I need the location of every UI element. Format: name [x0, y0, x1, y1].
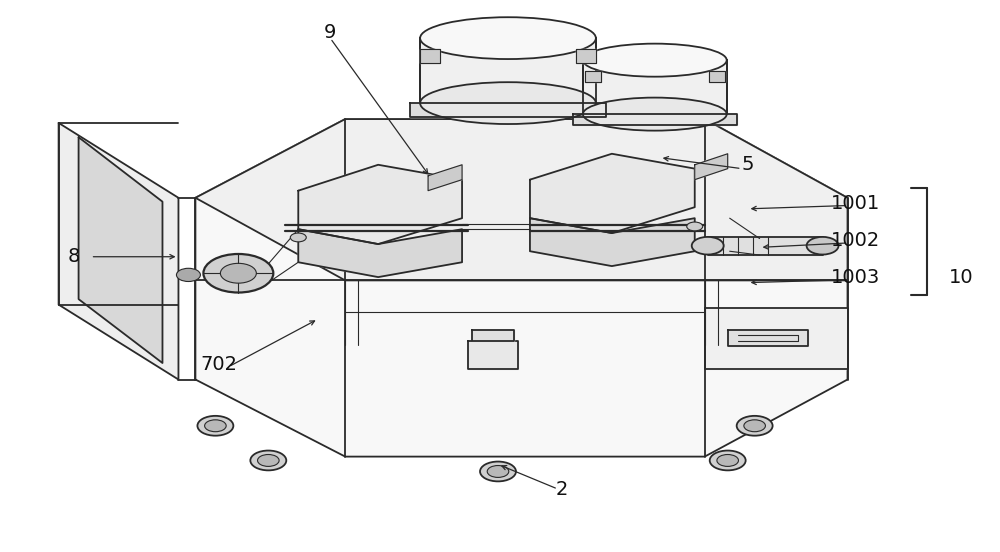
Polygon shape: [530, 218, 695, 266]
Text: 702: 702: [200, 354, 237, 374]
Polygon shape: [298, 165, 462, 244]
Polygon shape: [530, 154, 695, 233]
Circle shape: [203, 254, 273, 293]
Polygon shape: [573, 114, 737, 125]
Circle shape: [176, 268, 200, 282]
Polygon shape: [195, 119, 848, 457]
Ellipse shape: [583, 98, 727, 131]
Polygon shape: [59, 123, 178, 380]
Circle shape: [197, 416, 233, 436]
Circle shape: [258, 454, 279, 466]
Circle shape: [717, 454, 738, 466]
Polygon shape: [472, 330, 514, 341]
Circle shape: [487, 465, 509, 477]
Polygon shape: [576, 49, 596, 63]
Polygon shape: [585, 71, 601, 82]
Ellipse shape: [420, 17, 596, 59]
Polygon shape: [79, 137, 162, 363]
Circle shape: [737, 416, 773, 436]
Polygon shape: [420, 49, 440, 63]
Ellipse shape: [583, 44, 727, 77]
Polygon shape: [428, 165, 462, 190]
Text: 1001: 1001: [831, 194, 880, 213]
Text: 8: 8: [67, 247, 80, 266]
FancyBboxPatch shape: [420, 38, 596, 103]
Text: 9: 9: [324, 23, 336, 42]
Polygon shape: [728, 330, 808, 347]
Polygon shape: [709, 71, 725, 82]
Polygon shape: [708, 237, 823, 254]
Ellipse shape: [692, 237, 724, 254]
Text: 2: 2: [556, 480, 568, 498]
Polygon shape: [298, 229, 462, 277]
Text: 1003: 1003: [831, 268, 880, 286]
Polygon shape: [468, 341, 518, 369]
Circle shape: [205, 420, 226, 432]
Circle shape: [290, 233, 306, 242]
Polygon shape: [410, 103, 606, 117]
Circle shape: [250, 450, 286, 470]
Text: 5: 5: [741, 155, 754, 174]
Circle shape: [480, 461, 516, 481]
Text: 10: 10: [949, 268, 974, 287]
Circle shape: [220, 263, 256, 283]
Polygon shape: [195, 119, 848, 280]
FancyBboxPatch shape: [583, 60, 727, 114]
Polygon shape: [695, 154, 728, 179]
Circle shape: [687, 222, 703, 231]
Ellipse shape: [807, 237, 839, 254]
Circle shape: [710, 450, 746, 470]
Circle shape: [744, 420, 765, 432]
Ellipse shape: [420, 82, 596, 124]
Text: 1002: 1002: [831, 231, 880, 250]
Polygon shape: [705, 308, 848, 369]
